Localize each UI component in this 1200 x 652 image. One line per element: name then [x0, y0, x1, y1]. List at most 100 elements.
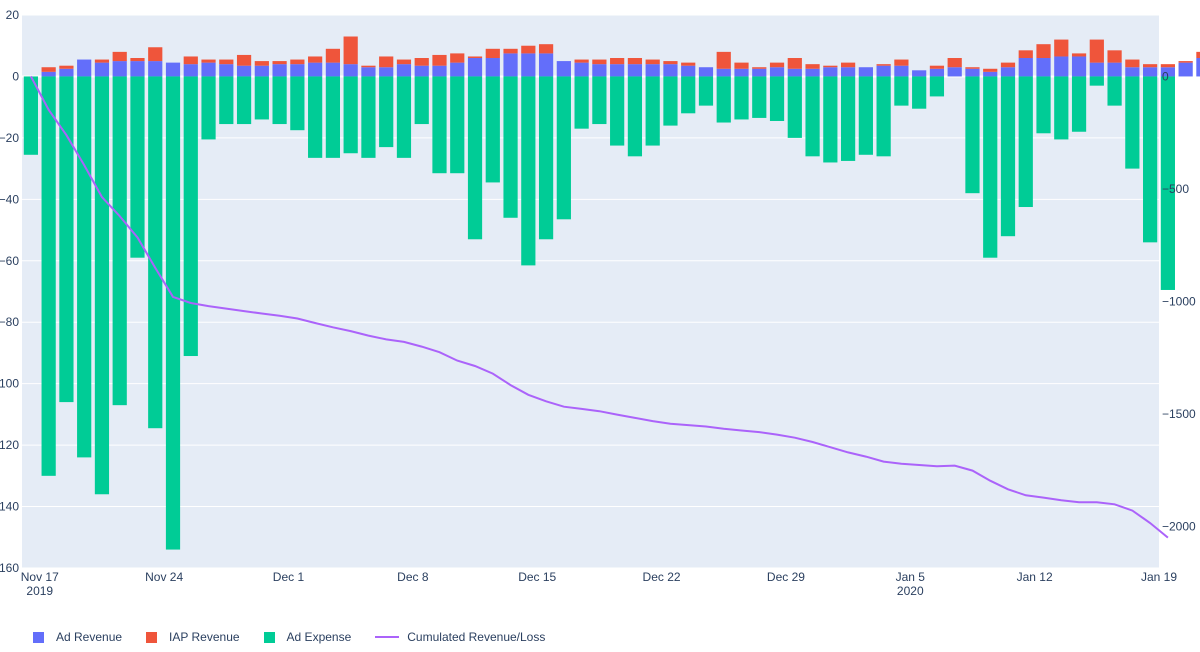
bar-ad-expense — [645, 76, 660, 146]
legend-label: Ad Expense — [286, 630, 352, 644]
bar-iap-revenue — [148, 47, 163, 62]
bar-ad-revenue — [627, 64, 643, 77]
bar-iap-revenue — [929, 65, 945, 69]
cumulative-line — [30, 75, 1169, 539]
bar-ad-expense — [432, 76, 447, 174]
bar-iap-revenue — [130, 58, 145, 62]
bar-ad-revenue — [1000, 67, 1016, 77]
bar-ad-revenue — [681, 65, 696, 77]
bar-ad-revenue — [1054, 56, 1069, 77]
bar-ad-expense — [467, 76, 483, 240]
bar-ad-revenue — [130, 61, 145, 77]
bar-ad-revenue — [361, 67, 376, 77]
legend-item-cumulated-revenue-loss[interactable]: Cumulated Revenue/Loss — [375, 630, 545, 644]
legend-item-iap-revenue[interactable]: IAP Revenue — [146, 630, 240, 644]
bar-ad-revenue — [787, 68, 802, 77]
bar-iap-revenue — [432, 54, 447, 66]
bar-ad-revenue — [219, 64, 234, 77]
bar-iap-revenue — [59, 65, 74, 69]
bar-ad-revenue — [769, 67, 785, 77]
bar-iap-revenue — [592, 59, 607, 65]
bar-iap-revenue — [1125, 59, 1140, 68]
bar-ad-revenue — [574, 62, 589, 77]
bar-ad-revenue — [1178, 62, 1193, 77]
bar-iap-revenue — [1160, 64, 1175, 68]
bar-ad-expense — [503, 76, 518, 218]
bar-ad-expense — [1018, 76, 1033, 208]
bar-ad-expense — [23, 76, 38, 155]
bar-ad-revenue — [538, 53, 554, 77]
bar-iap-revenue — [343, 36, 358, 65]
bar-ad-expense — [1071, 76, 1087, 132]
bar-ad-revenue — [112, 61, 127, 77]
bar-ad-expense — [414, 76, 429, 125]
bar-ad-revenue — [325, 62, 341, 77]
bar-ad-expense — [112, 76, 127, 406]
bar-ad-expense — [450, 76, 465, 174]
y-axis-left: 20 0 −20 −40 −60 −80 100 120 140 160 — [0, 8, 19, 575]
bar-ad-revenue — [1196, 58, 1200, 77]
bar-iap-revenue — [894, 59, 909, 66]
bar-iap-revenue — [290, 59, 305, 65]
legend: Ad Revenue IAP Revenue Ad Expense Cumula… — [33, 628, 569, 646]
bar-iap-revenue — [325, 48, 341, 63]
bar-ad-revenue — [432, 65, 447, 77]
bar-ad-revenue — [1036, 58, 1051, 77]
bar-ad-expense — [929, 76, 945, 97]
cumulated-line — [30, 75, 1169, 539]
bar-ad-revenue — [148, 61, 163, 77]
bar-ad-expense — [698, 76, 714, 106]
bar-iap-revenue — [450, 53, 465, 63]
bar-ad-expense — [610, 76, 625, 146]
bar-iap-revenue — [272, 61, 287, 65]
legend-item-ad-revenue[interactable]: Ad Revenue — [33, 630, 122, 644]
bar-ad-expense — [1160, 76, 1175, 290]
y-left-tick-label: −80 — [0, 315, 19, 329]
bar-ad-expense — [787, 76, 802, 138]
bar-iap-revenue — [983, 68, 998, 72]
bar-iap-revenue — [681, 62, 696, 66]
bar-ad-expense — [41, 76, 56, 476]
bar-ad-expense — [1036, 76, 1051, 134]
bar-ad-revenue — [1125, 67, 1140, 77]
y-left-tick-label: −40 — [0, 192, 19, 206]
bar-ad-revenue — [1160, 67, 1175, 77]
y-right-tick-label: −2000 — [1162, 519, 1196, 533]
bar-ad-revenue — [201, 62, 216, 77]
bar-iap-revenue — [610, 58, 625, 65]
bar-ad-expense — [1000, 76, 1016, 237]
bar-ad-revenue — [1107, 62, 1122, 77]
bar-ad-expense — [272, 76, 287, 125]
bar-ad-revenue — [734, 68, 749, 77]
bar-ad-expense — [663, 76, 678, 126]
bar-ad-expense — [94, 76, 110, 495]
bar-ad-expense — [1054, 76, 1069, 140]
bar-ad-revenue — [308, 62, 323, 77]
bar-ad-expense — [556, 76, 571, 220]
bar-ad-expense — [59, 76, 74, 403]
bar-ad-expense — [201, 76, 216, 140]
bar-ad-expense — [308, 76, 323, 158]
bar-ad-expense — [734, 76, 749, 120]
bar-ad-expense — [130, 76, 145, 258]
bars — [23, 36, 1200, 550]
x-tick-label: Dec 8 — [397, 570, 429, 584]
bar-ad-expense — [823, 76, 838, 163]
bar-ad-revenue — [929, 68, 945, 77]
bar-iap-revenue — [201, 59, 216, 63]
bar-ad-expense — [396, 76, 412, 158]
bar-ad-expense — [912, 76, 927, 109]
bar-ad-expense — [876, 76, 891, 157]
bar-ad-expense — [254, 76, 269, 120]
legend-item-ad-expense[interactable]: Ad Expense — [263, 630, 352, 644]
bar-ad-revenue — [556, 61, 571, 77]
bar-iap-revenue — [467, 56, 483, 59]
bar-ad-revenue — [521, 53, 536, 77]
bar-iap-revenue — [414, 58, 429, 66]
bar-ad-revenue — [503, 53, 518, 77]
bar-ad-revenue — [894, 65, 909, 77]
bar-ad-expense — [894, 76, 909, 106]
bar-ad-expense — [627, 76, 643, 157]
y-axis-right: 0 −500 −1000 −1500 −2000 — [1162, 69, 1196, 533]
bar-iap-revenue — [1054, 39, 1069, 57]
